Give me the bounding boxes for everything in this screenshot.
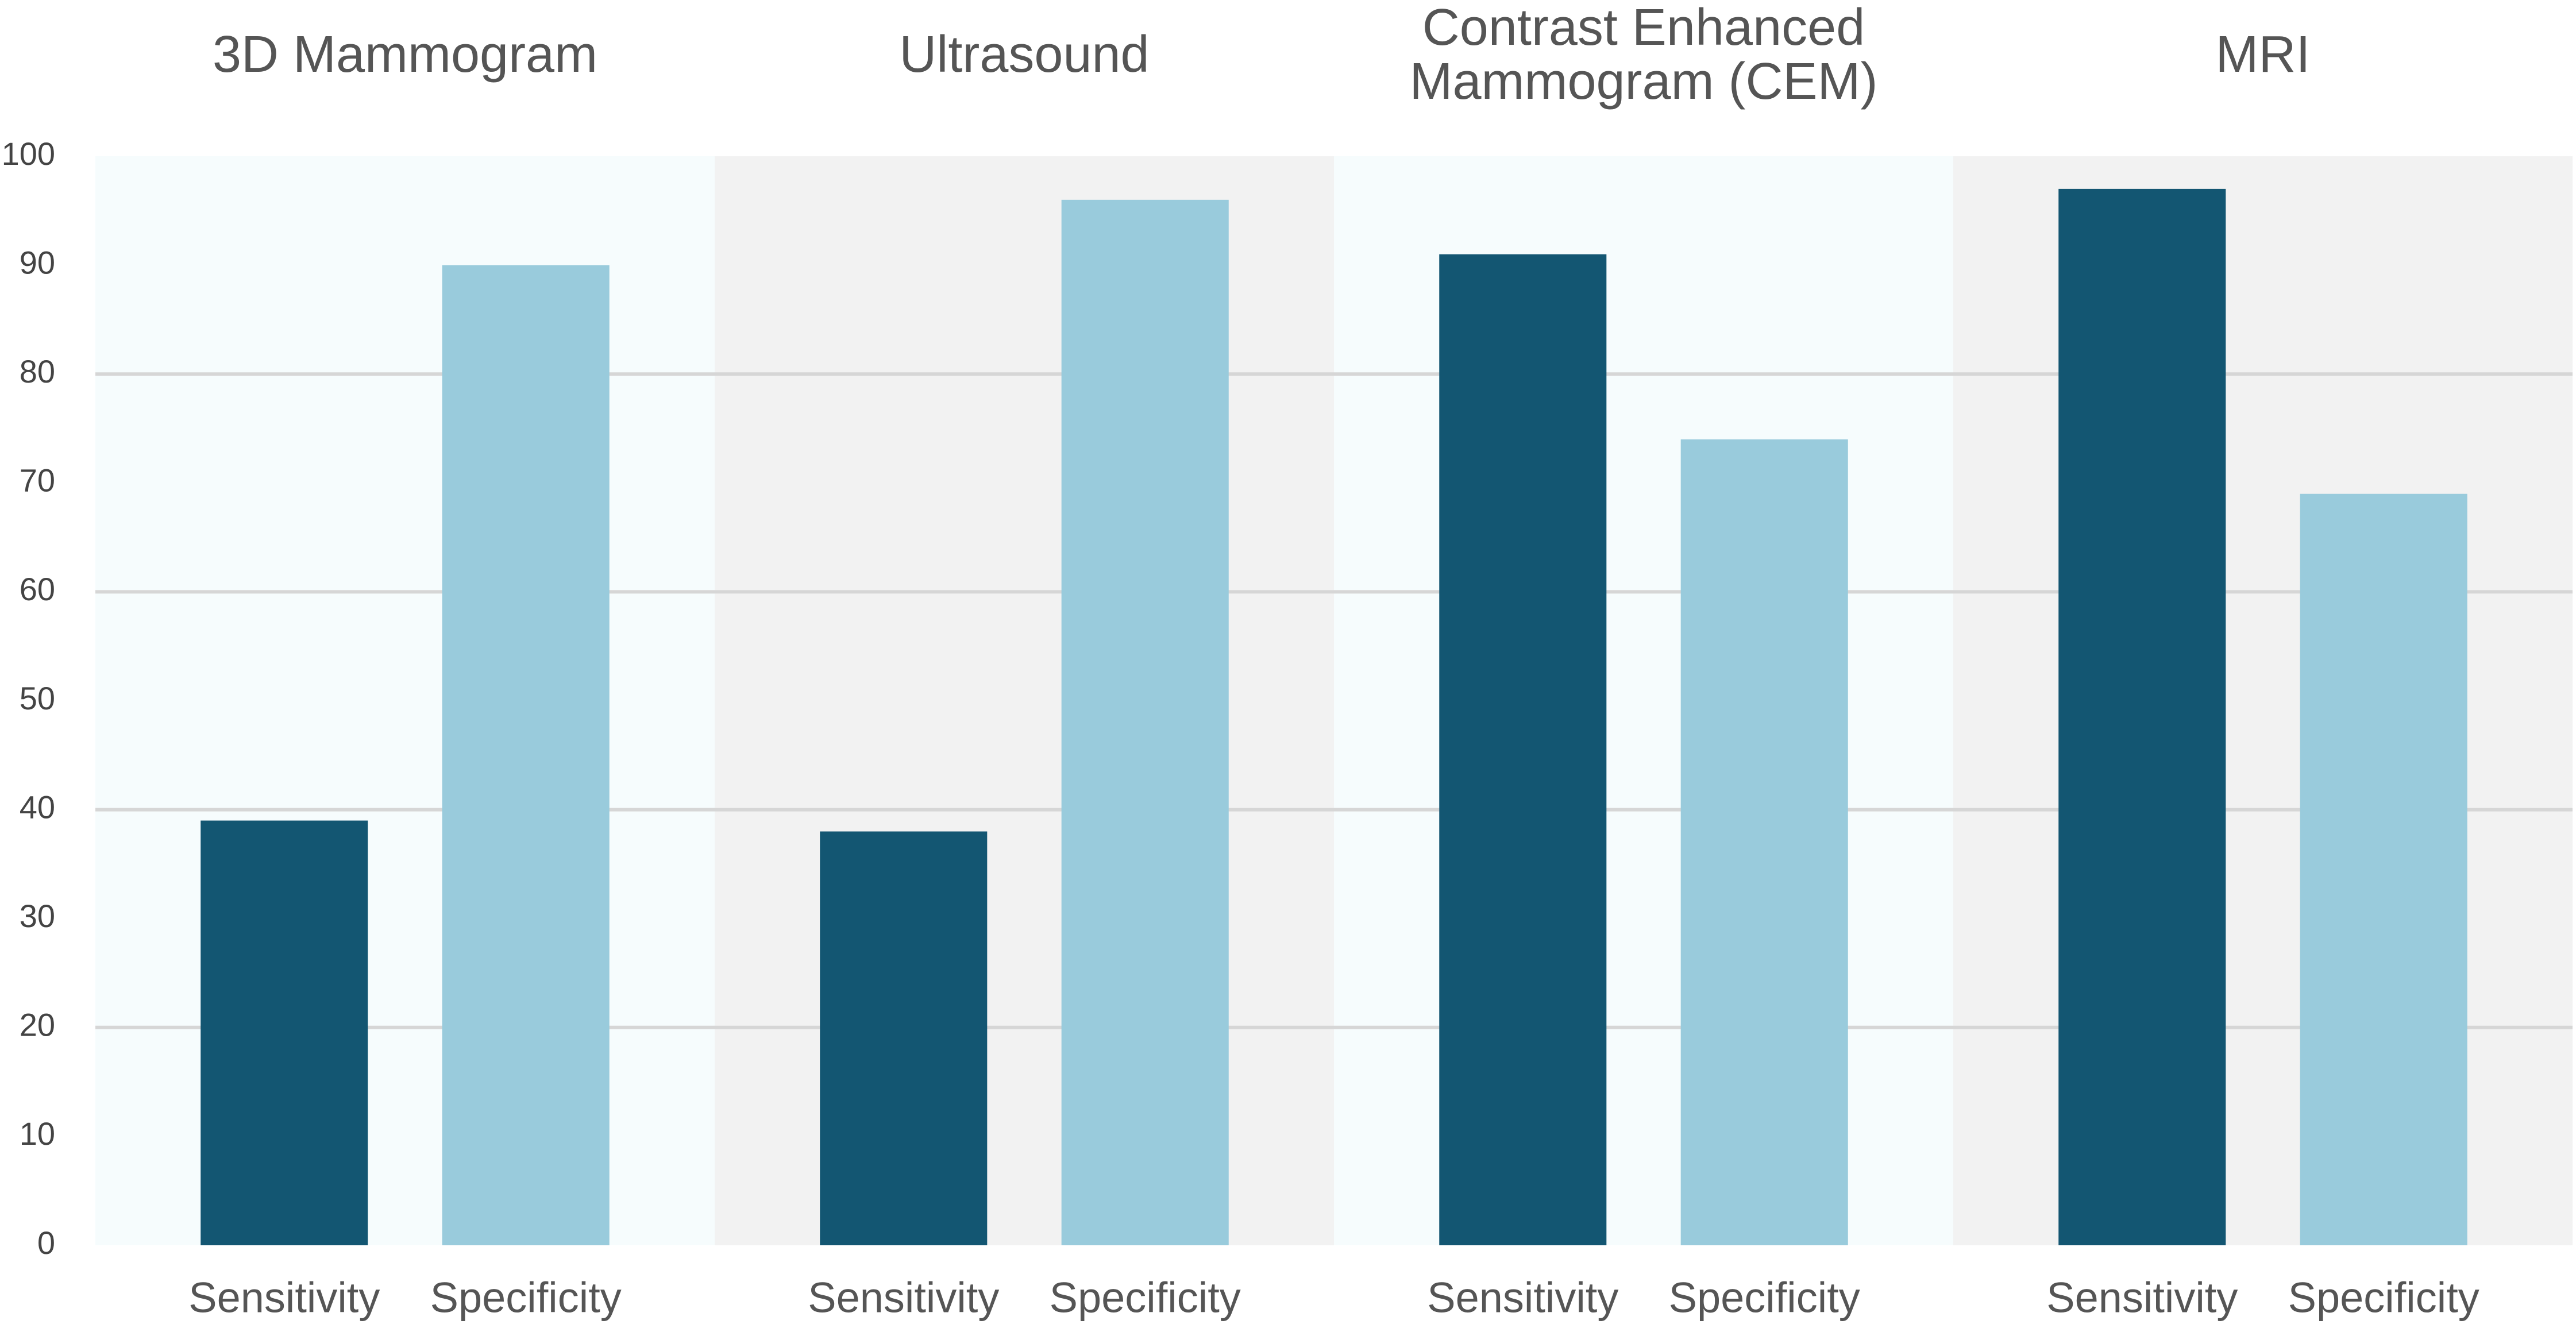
y-tick-label: 0 bbox=[37, 1225, 55, 1261]
panel-background bbox=[1953, 156, 2573, 1245]
bar bbox=[442, 265, 610, 1246]
y-tick-label: 60 bbox=[20, 571, 55, 607]
bar bbox=[820, 831, 988, 1245]
group-title: Ultrasound bbox=[899, 26, 1150, 83]
y-tick-label: 70 bbox=[20, 462, 55, 499]
x-tick-label: Specificity bbox=[1050, 1274, 1241, 1322]
x-tick-label: Sensitivity bbox=[188, 1274, 380, 1322]
x-tick-label: Specificity bbox=[2288, 1274, 2479, 1322]
bar bbox=[1680, 439, 1848, 1246]
y-tick-label: 90 bbox=[20, 244, 55, 280]
group-title: 3D Mammogram bbox=[212, 26, 598, 83]
x-tick-label: Sensitivity bbox=[808, 1274, 999, 1322]
bar bbox=[1439, 254, 1607, 1245]
x-tick-label: Sensitivity bbox=[1427, 1274, 1618, 1322]
x-tick-label: Sensitivity bbox=[2046, 1274, 2238, 1322]
y-tick-label: 80 bbox=[20, 353, 55, 389]
y-tick-label: 50 bbox=[20, 680, 55, 716]
panel-background bbox=[95, 156, 715, 1245]
panel-background bbox=[1334, 156, 1953, 1245]
x-tick-label: Specificity bbox=[1669, 1274, 1860, 1322]
bar bbox=[1061, 199, 1229, 1246]
bar bbox=[200, 820, 368, 1245]
y-tick-label: 10 bbox=[20, 1115, 55, 1152]
x-tick-label: Specificity bbox=[430, 1274, 622, 1322]
bar bbox=[2300, 493, 2467, 1245]
group-title: Contrast Enhanced Mammogram (CEM) bbox=[1409, 0, 1878, 110]
y-tick-label: 20 bbox=[20, 1007, 55, 1043]
y-tick-label: 40 bbox=[20, 789, 55, 825]
group-title: MRI bbox=[2215, 26, 2311, 83]
y-tick-label: 30 bbox=[20, 898, 55, 934]
y-tick-label: 100 bbox=[2, 136, 55, 172]
panel-background bbox=[715, 156, 1334, 1245]
bar bbox=[2058, 188, 2226, 1245]
